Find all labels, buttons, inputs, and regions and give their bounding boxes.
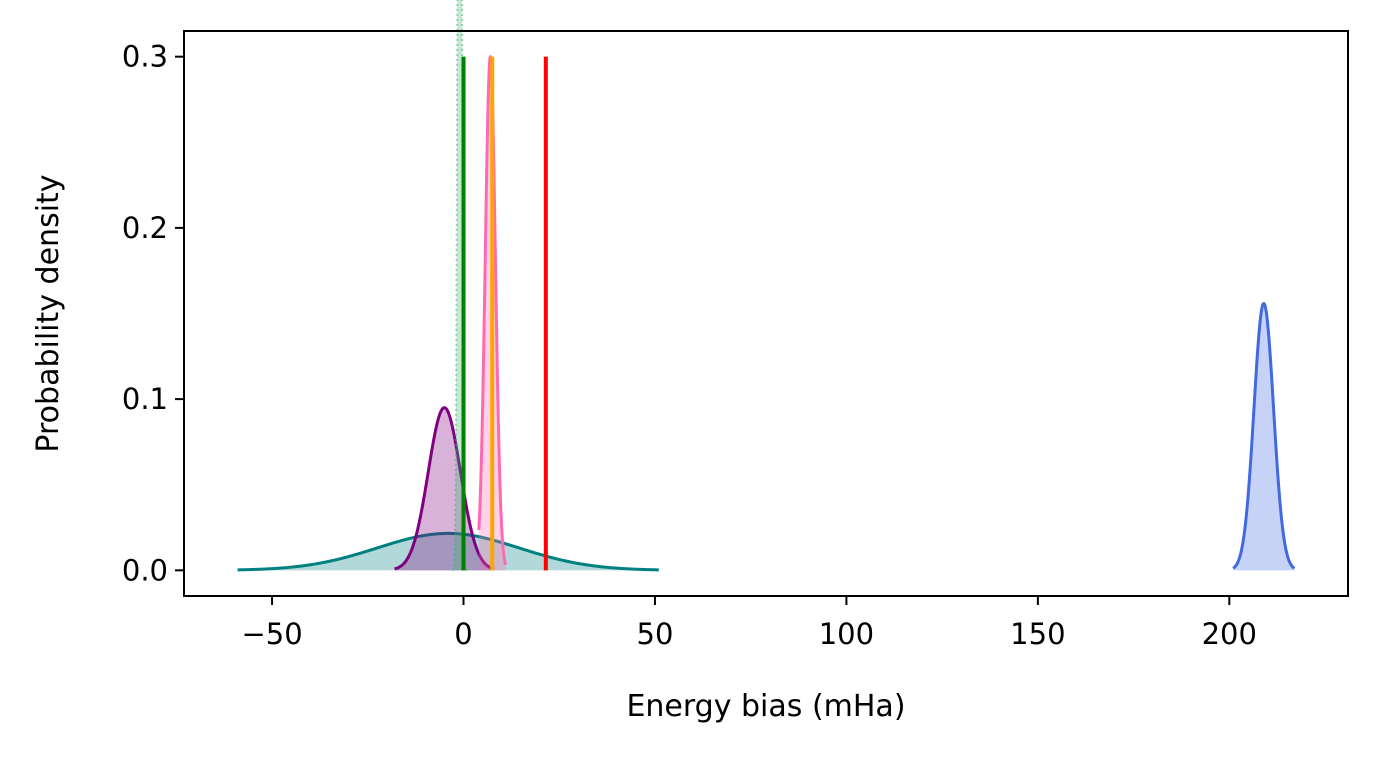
distribution-curve-1 bbox=[393, 406, 496, 571]
y-axis-label: Probability density bbox=[31, 174, 66, 452]
distribution-curve-0 bbox=[237, 531, 659, 572]
y-tick-label: 0.3 bbox=[122, 40, 168, 74]
distribution-fill-4 bbox=[1233, 303, 1295, 571]
x-axis: −50 0 50 100 150 200 bbox=[241, 596, 1257, 651]
y-tick-label: 0.1 bbox=[122, 382, 168, 416]
x-tick-label: −50 bbox=[241, 617, 302, 651]
x-tick-label: 100 bbox=[819, 617, 874, 651]
distribution-fill-0 bbox=[237, 533, 659, 571]
x-axis-label: Energy bias (mHa) bbox=[626, 689, 905, 724]
x-tick-label: 150 bbox=[1010, 617, 1065, 651]
distribution-fill-3 bbox=[452, 0, 468, 571]
y-tick-label: 0.2 bbox=[122, 211, 168, 245]
distribution-curve-4 bbox=[1231, 302, 1296, 570]
y-tick-label: 0.0 bbox=[122, 553, 168, 587]
x-tick-label: 50 bbox=[637, 617, 674, 651]
plot-area-frame bbox=[183, 30, 1349, 597]
x-tick-label: 200 bbox=[1202, 617, 1257, 651]
chart-marks bbox=[237, 0, 1296, 572]
y-axis: 0.0 0.1 0.2 0.3 bbox=[122, 40, 184, 587]
distribution-fill-1 bbox=[394, 407, 495, 571]
x-tick-label: 0 bbox=[454, 617, 472, 651]
